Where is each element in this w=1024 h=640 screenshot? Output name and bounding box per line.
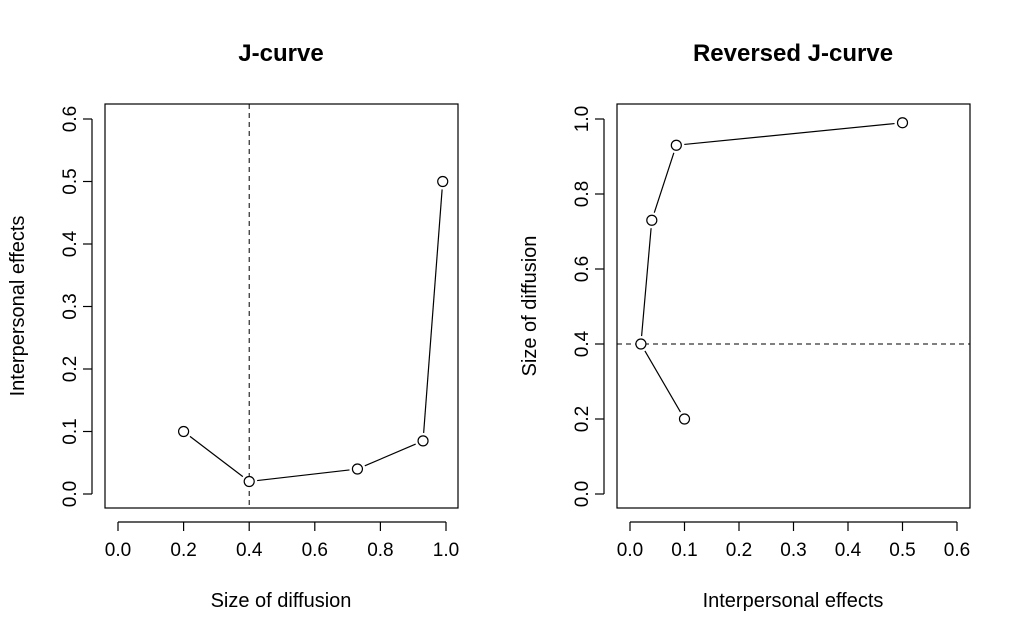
data-point	[351, 463, 364, 475]
y-tick-label: 0.5	[60, 168, 81, 194]
x-tick-label: 0.2	[726, 540, 752, 561]
plot-frame	[616, 103, 971, 509]
series-segment	[641, 228, 652, 337]
data-point	[678, 413, 691, 425]
x-tick-label: 0.2	[170, 540, 196, 561]
y-axis-label: Size of diffusion	[519, 236, 541, 377]
y-tick-label: 0.6	[572, 256, 593, 282]
x-tick-label: 0.6	[944, 540, 970, 561]
y-tick-label: 1.0	[572, 106, 593, 132]
x-tick-label: 0.3	[780, 540, 806, 561]
x-tick-label: 1.0	[433, 540, 459, 561]
series-segment	[189, 435, 244, 478]
x-tick-label: 0.1	[671, 540, 697, 561]
data-point	[178, 425, 190, 438]
data-point	[437, 175, 449, 188]
plot-frame	[104, 103, 459, 509]
y-tick-label: 0.2	[572, 406, 593, 432]
chart-title: J-curve	[238, 40, 323, 67]
x-tick-label: 0.4	[236, 540, 263, 561]
x-axis-label: Interpersonal effects	[703, 590, 884, 612]
series-segment	[423, 189, 443, 433]
data-point	[646, 214, 658, 226]
x-tick-label: 0.5	[889, 540, 915, 561]
y-tick-label: 0.3	[60, 293, 81, 319]
series-segment	[684, 122, 895, 146]
y-tick-label: 0.0	[60, 481, 81, 507]
x-axis-label: Size of diffusion	[211, 590, 352, 612]
x-tick-label: 0.6	[302, 540, 328, 561]
data-point	[896, 117, 909, 129]
y-tick-label: 0.0	[572, 481, 593, 507]
x-tick-label: 0.0	[617, 540, 643, 561]
y-axis-label: Interpersonal effects	[7, 216, 29, 397]
y-axis: 0.0 0.2 0.4 0.6 0.8 1.0	[572, 106, 605, 507]
panel-reversed-j-curve: Reversed J-curve Interpersonal effects S…	[519, 40, 971, 612]
chart-title: Reversed J-curve	[693, 40, 893, 67]
data-point	[243, 475, 255, 488]
x-tick-label: 0.0	[105, 540, 131, 561]
y-tick-label: 0.2	[60, 356, 81, 382]
series-segment	[257, 469, 350, 482]
y-axis: 0.0 0.1 0.2 0.3 0.4 0.5 0.6	[60, 106, 93, 507]
x-axis: 0.0 0.2 0.4 0.6 0.8 1.0	[105, 521, 459, 561]
x-tick-label: 0.4	[835, 540, 862, 561]
series-segment	[364, 443, 416, 467]
series-segment	[653, 152, 675, 213]
series-segment	[644, 350, 681, 413]
data-point	[635, 338, 647, 350]
data-point	[670, 139, 682, 151]
x-axis: 0.0 0.1 0.2 0.3 0.4 0.5 0.6	[617, 521, 970, 561]
x-tick-label: 0.8	[367, 540, 393, 561]
panel-j-curve: J-curve Size of diffusion Interpersonal …	[7, 40, 459, 612]
y-tick-label: 0.6	[60, 106, 81, 132]
y-tick-label: 0.8	[572, 181, 593, 207]
data-point	[417, 435, 429, 447]
y-tick-label: 0.1	[60, 418, 81, 444]
y-tick-label: 0.4	[572, 330, 593, 357]
y-tick-label: 0.4	[60, 230, 81, 257]
